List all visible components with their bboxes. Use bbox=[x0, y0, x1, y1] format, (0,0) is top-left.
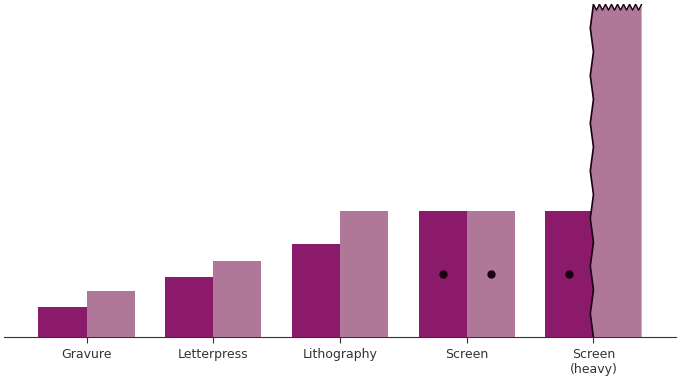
Bar bbox=[38, 307, 86, 337]
Bar bbox=[292, 244, 340, 337]
Bar bbox=[214, 261, 261, 337]
Bar bbox=[86, 291, 135, 337]
Bar bbox=[545, 211, 594, 337]
Bar bbox=[340, 211, 388, 337]
Polygon shape bbox=[594, 0, 642, 10]
Bar bbox=[419, 211, 466, 337]
Polygon shape bbox=[590, 4, 642, 337]
Bar bbox=[466, 211, 515, 337]
Bar bbox=[165, 277, 214, 337]
